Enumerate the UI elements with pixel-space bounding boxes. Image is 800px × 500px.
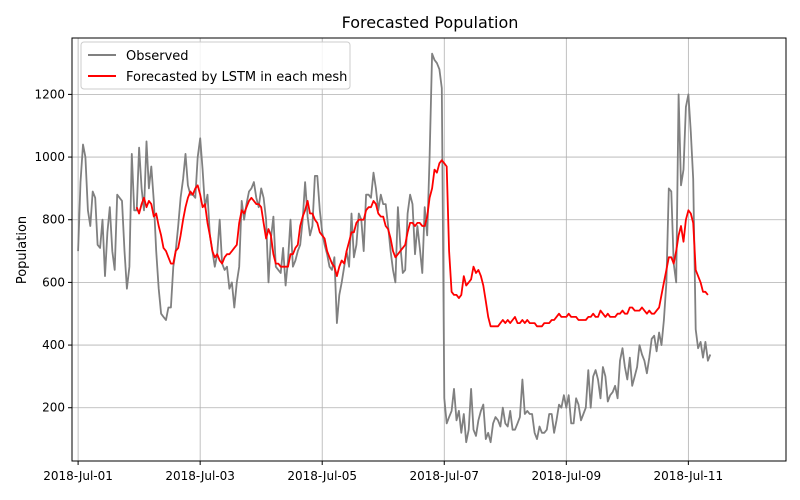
chart-title: Forecasted Population [342, 13, 519, 32]
grid-lines [72, 38, 786, 461]
y-tick-label: 200 [42, 401, 65, 415]
y-tick-label: 1200 [34, 87, 65, 101]
legend-entry: Observed [126, 49, 189, 64]
x-tick-label: 2018-Jul-01 [43, 469, 113, 483]
y-axis-label: Population [15, 216, 30, 284]
axis-ticks: 2018-Jul-01 2018-Jul-03 2018-Jul-05 2018-Ju… [34, 87, 723, 483]
y-tick-label: 600 [42, 275, 65, 289]
legend-box [80, 41, 351, 90]
y-tick-label: 800 [42, 213, 65, 227]
plot-area-frame [71, 37, 787, 462]
legend-entry: Forecasted by LSTM in each mesh [126, 70, 347, 85]
y-tick-label: 400 [42, 338, 65, 352]
x-tick-label: 2018-Jul-11 [654, 469, 724, 483]
x-tick-label: 2018-Jul-05 [287, 469, 357, 483]
y-tick-label: 1000 [34, 150, 65, 164]
legend: Observed Forecasted by LSTM in each mesh [80, 41, 351, 90]
series-line-forecast [135, 159, 709, 328]
series-line-observed [77, 52, 712, 444]
x-tick-label: 2018-Jul-07 [409, 469, 479, 483]
x-tick-label: 2018-Jul-09 [531, 469, 601, 483]
x-tick-label: 2018-Jul-03 [165, 469, 235, 483]
series-layer [77, 52, 712, 444]
